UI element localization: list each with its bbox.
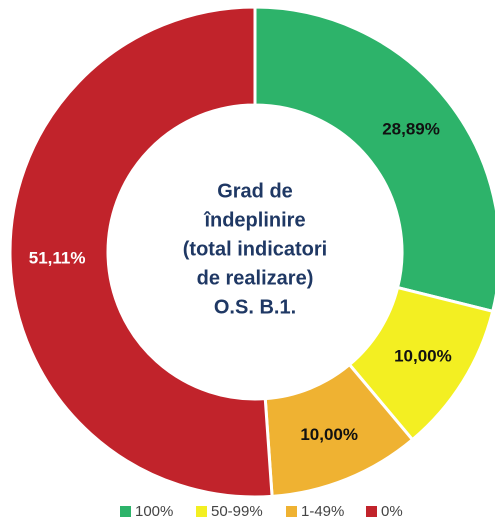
data-label: 51,11% [29, 248, 86, 267]
legend-label: 0% [381, 503, 403, 520]
legend-label: 1-49% [301, 503, 344, 520]
legend-label: 100% [135, 503, 173, 520]
legend-swatch [286, 506, 297, 517]
legend-swatch [196, 506, 207, 517]
donut-segment [8, 5, 274, 499]
data-label: 10,00% [300, 425, 358, 444]
donut-segment [253, 5, 495, 314]
legend-label: 50-99% [211, 503, 263, 520]
legend-swatch [120, 506, 131, 517]
center-title: de realizare) [197, 267, 314, 289]
center-title: Grad de [217, 180, 293, 202]
center-title: O.S. B.1. [214, 296, 296, 318]
data-label: 28,89% [382, 120, 440, 139]
data-label: 10,00% [394, 346, 452, 365]
center-title: (total indicatori [183, 238, 327, 260]
legend-swatch [366, 506, 377, 517]
center-title: îndeplinire [203, 209, 305, 231]
